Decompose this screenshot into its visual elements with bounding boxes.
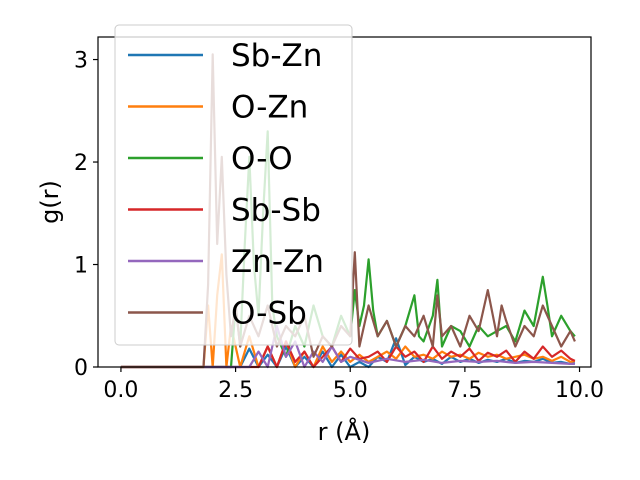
x-tick-label: 7.5 xyxy=(447,378,482,403)
legend-label-sb-sb: Sb-Sb xyxy=(231,193,321,229)
x-axis: 0.0 2.5 5.0 7.5 10.0 xyxy=(103,367,604,403)
legend-label-o-sb: O-Sb xyxy=(231,296,307,332)
y-tick-label: 3 xyxy=(74,49,88,74)
x-tick-label: 2.5 xyxy=(218,378,253,403)
y-tick-label: 0 xyxy=(74,356,88,381)
x-tick-label: 0.0 xyxy=(103,378,138,403)
legend-label-sb-zn: Sb-Zn xyxy=(231,38,322,74)
x-axis-label: r (Å) xyxy=(318,417,371,446)
legend: Sb-Zn O-Zn O-O Sb-Sb Zn-Zn O-Sb xyxy=(114,24,353,346)
legend-box xyxy=(114,24,353,346)
x-tick-label: 5.0 xyxy=(333,378,368,403)
y-axis-label: g(r) xyxy=(36,180,64,224)
legend-label-o-o: O-O xyxy=(231,141,293,177)
legend-label-o-zn: O-Zn xyxy=(231,90,308,126)
y-tick-label: 2 xyxy=(74,151,88,176)
y-tick-label: 1 xyxy=(74,254,88,279)
y-axis: 0 1 2 3 xyxy=(74,49,98,381)
legend-label-zn-zn: Zn-Zn xyxy=(231,244,324,280)
series-line-sb-sb xyxy=(120,340,576,369)
series-line-zn-zn xyxy=(120,324,575,369)
x-tick-label: 10.0 xyxy=(555,378,604,403)
